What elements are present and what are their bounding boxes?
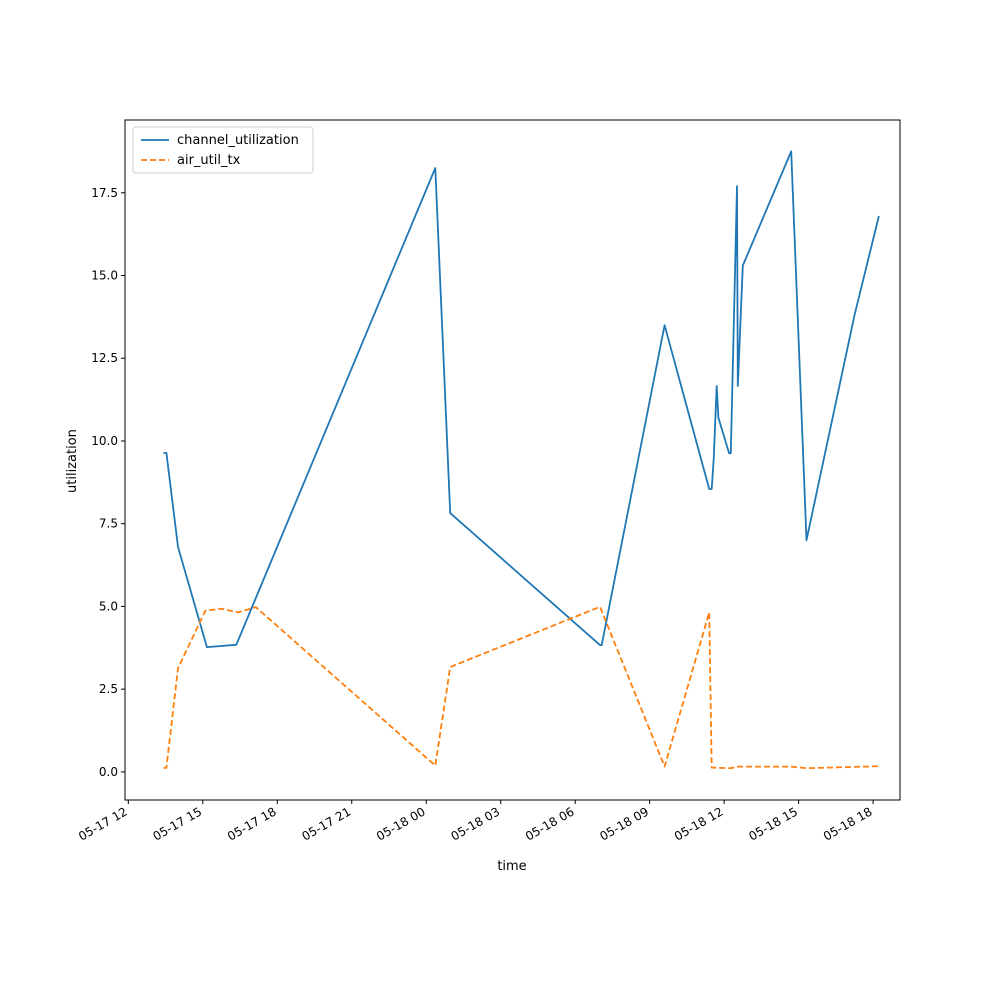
y-axis-label: utilization	[65, 429, 80, 493]
legend-box	[132, 126, 314, 174]
y-tick-label: 10.0	[91, 434, 118, 448]
series-line-air-util-tx	[163, 605, 879, 770]
y-tick-label: 15.0	[91, 269, 118, 283]
y-tick-label: 0.0	[99, 765, 118, 779]
axes-frame	[124, 119, 901, 801]
y-tick-label: 5.0	[99, 599, 118, 613]
y-tick-label: 12.5	[91, 351, 118, 365]
y-tick-label: 7.5	[99, 517, 118, 531]
legend: channel_utilization air_util_tx	[132, 126, 314, 174]
x-axis-label: time	[497, 859, 526, 874]
legend-label: channel_utilization	[177, 133, 299, 148]
plot-area	[163, 150, 880, 770]
y-tick-label: 17.5	[91, 186, 118, 200]
series-line-channel-utilization	[163, 150, 880, 648]
y-tick-label: 2.5	[99, 682, 118, 696]
legend-label: air_util_tx	[177, 153, 241, 168]
